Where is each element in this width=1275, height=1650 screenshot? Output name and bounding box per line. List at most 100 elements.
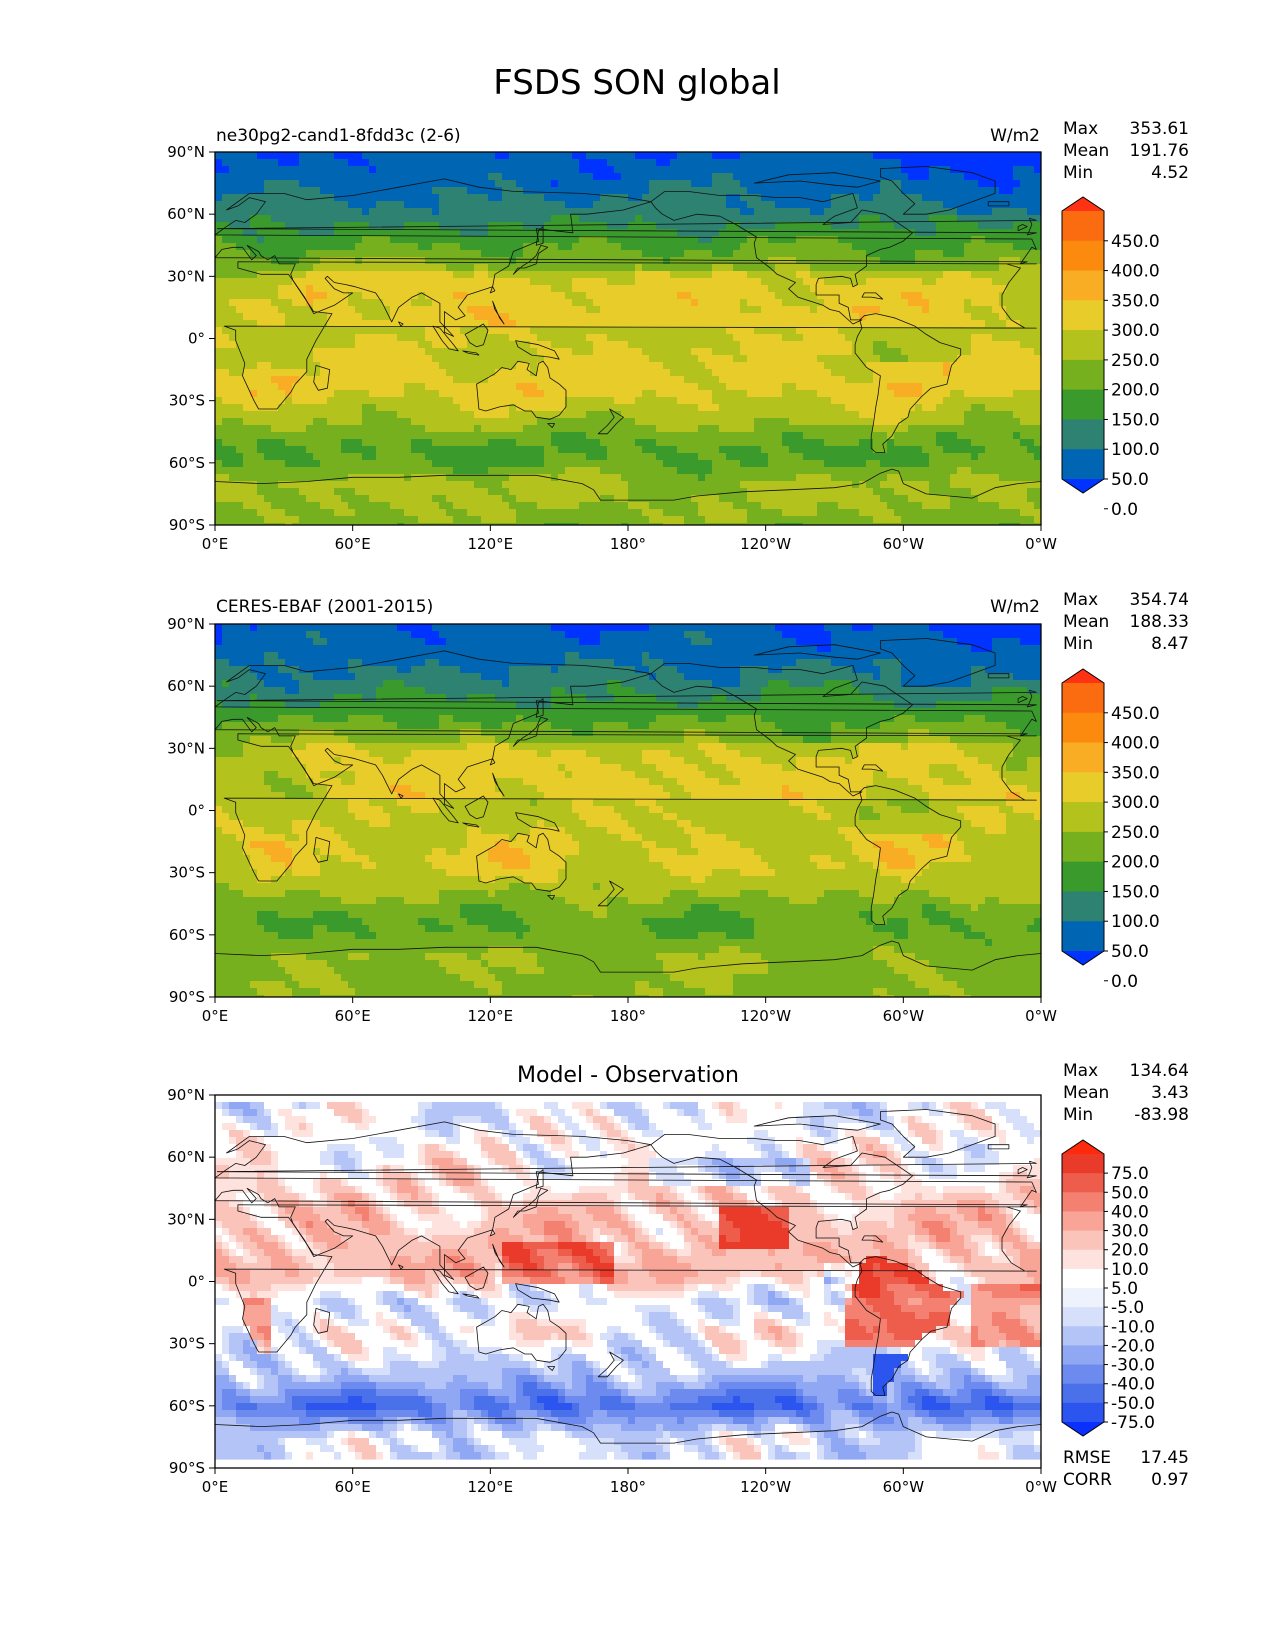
- map-cell: [642, 292, 650, 300]
- map-cell: [705, 159, 713, 167]
- map-cell: [964, 173, 972, 181]
- map-cell: [229, 285, 237, 293]
- map-cell: [1006, 362, 1014, 370]
- map-cell: [726, 390, 734, 398]
- map-cell: [880, 327, 888, 335]
- map-cell: [425, 446, 433, 454]
- map-cell: [894, 320, 902, 328]
- map-cell: [530, 159, 538, 167]
- map-cell: [586, 411, 594, 419]
- map-cell: [943, 215, 951, 223]
- map-cell: [726, 285, 734, 293]
- map-cell: [985, 264, 993, 272]
- map-cell: [635, 250, 643, 258]
- map-cell: [677, 187, 685, 195]
- map-cell: [327, 432, 335, 440]
- map-cell: [1013, 271, 1021, 279]
- map-cell: [726, 404, 734, 412]
- map-cell: [838, 229, 846, 237]
- map-cell: [481, 439, 489, 447]
- map-cell: [544, 432, 552, 440]
- map-cell: [404, 278, 412, 286]
- map-cell: [950, 397, 958, 405]
- map-cell: [775, 327, 783, 335]
- map-cell: [691, 418, 699, 426]
- map-cell: [271, 159, 279, 167]
- map-cell: [768, 306, 776, 314]
- map-cell: [467, 425, 475, 433]
- map-cell: [243, 285, 251, 293]
- map-cell: [950, 341, 958, 349]
- map-cell: [866, 341, 874, 349]
- map-cell: [936, 180, 944, 188]
- map-cell: [579, 292, 587, 300]
- map-cell: [383, 313, 391, 321]
- map-cell: [376, 397, 384, 405]
- map-cell: [936, 306, 944, 314]
- map-cell: [936, 327, 944, 335]
- map-cell: [698, 194, 706, 202]
- map-cell: [859, 215, 867, 223]
- map-cell: [467, 166, 475, 174]
- map-cell: [943, 320, 951, 328]
- map-cell: [796, 369, 804, 377]
- map-cell: [978, 159, 986, 167]
- map-cell: [369, 411, 377, 419]
- map-cell: [271, 187, 279, 195]
- map-cell: [698, 285, 706, 293]
- map-cell: [432, 180, 440, 188]
- map-cell: [719, 243, 727, 251]
- map-cell: [950, 404, 958, 412]
- map-cell: [222, 236, 230, 244]
- map-cell: [404, 306, 412, 314]
- map-cell: [677, 201, 685, 209]
- map-cell: [292, 285, 300, 293]
- map-cell: [299, 362, 307, 370]
- map-cell: [859, 390, 867, 398]
- map-cell: [698, 152, 706, 160]
- map-cell: [936, 369, 944, 377]
- map-cell: [488, 355, 496, 363]
- map-cell: [537, 208, 545, 216]
- map-cell: [453, 348, 461, 356]
- map-cell: [222, 334, 230, 342]
- map-cell: [656, 334, 664, 342]
- map-cell: [950, 425, 958, 433]
- map-cell: [999, 208, 1007, 216]
- map-cell: [334, 236, 342, 244]
- map-cell: [824, 173, 832, 181]
- map-cell: [873, 376, 881, 384]
- map-cell: [950, 229, 958, 237]
- map-cell: [453, 320, 461, 328]
- map-cell: [495, 334, 503, 342]
- map-cell: [285, 334, 293, 342]
- map-cell: [831, 432, 839, 440]
- map-cell: [754, 271, 762, 279]
- map-cell: [1006, 285, 1014, 293]
- map-cell: [558, 327, 566, 335]
- map-cell: [404, 397, 412, 405]
- map-cell: [859, 264, 867, 272]
- map-cell: [348, 362, 356, 370]
- map-cell: [544, 327, 552, 335]
- map-cell: [824, 243, 832, 251]
- map-cell: [285, 418, 293, 426]
- map-cell: [733, 173, 741, 181]
- map-cell: [257, 313, 265, 321]
- map-cell: [488, 215, 496, 223]
- map-cell: [964, 397, 972, 405]
- map-cell: [726, 152, 734, 160]
- map-cell: [453, 208, 461, 216]
- map-cell: [390, 369, 398, 377]
- map-cell: [922, 439, 930, 447]
- map-cell: [971, 215, 979, 223]
- map-cell: [453, 236, 461, 244]
- map-cell: [971, 355, 979, 363]
- map-cell: [341, 285, 349, 293]
- map-cell: [733, 432, 741, 440]
- map-cell: [915, 215, 923, 223]
- map-cell: [502, 159, 510, 167]
- map-cell: [565, 341, 573, 349]
- map-cell: [747, 411, 755, 419]
